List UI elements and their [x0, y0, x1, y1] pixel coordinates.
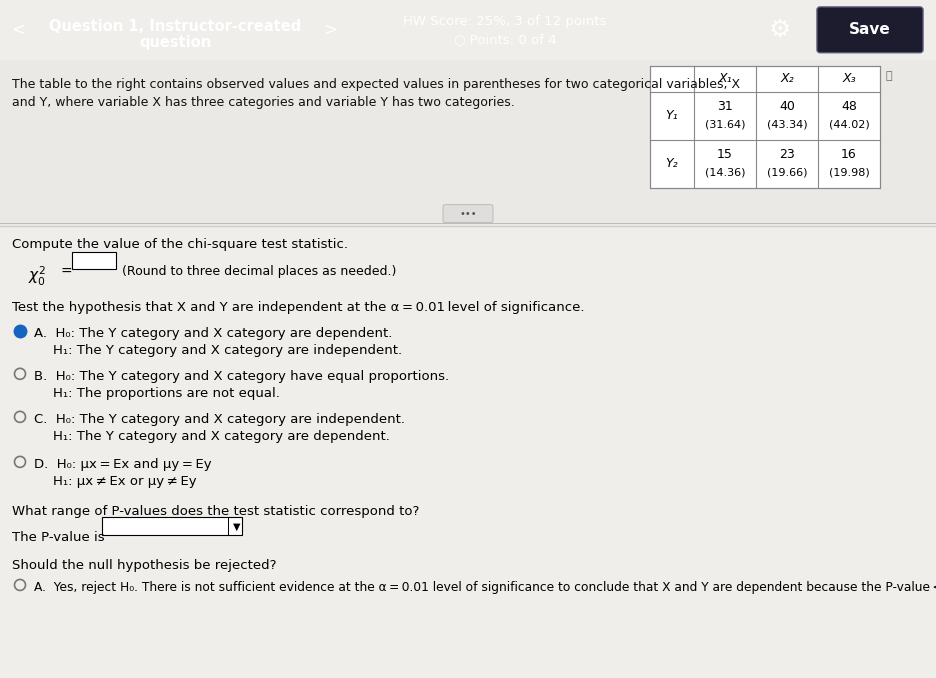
Text: Y₁: Y₁	[665, 109, 679, 122]
Text: D.  H₀: μx = Ex and μy = Ey: D. H₀: μx = Ex and μy = Ey	[34, 458, 212, 471]
Text: and Y, where variable X has three categories and variable Y has two categories.: and Y, where variable X has three catego…	[12, 96, 515, 108]
Text: ⚙: ⚙	[768, 18, 791, 42]
Text: 15: 15	[717, 148, 733, 161]
Text: H₁: The Y category and X category are dependent.: H₁: The Y category and X category are de…	[53, 430, 390, 443]
Text: X₁: X₁	[718, 72, 732, 85]
Text: ○ Points: 0 of 4: ○ Points: 0 of 4	[454, 33, 556, 46]
Text: H₁: The proportions are not equal.: H₁: The proportions are not equal.	[53, 387, 280, 400]
Bar	[72, 252, 116, 268]
Text: 23: 23	[779, 148, 795, 161]
Text: Compute the value of the chi-square test statistic.: Compute the value of the chi-square test…	[12, 238, 348, 251]
Text: Y₂: Y₂	[665, 157, 679, 170]
Bar	[650, 66, 880, 188]
Text: (43.34): (43.34)	[767, 120, 808, 129]
FancyBboxPatch shape	[443, 205, 493, 223]
Text: H₁: The Y category and X category are independent.: H₁: The Y category and X category are in…	[53, 344, 402, 357]
Text: B.  H₀: The Y category and X category have equal proportions.: B. H₀: The Y category and X category hav…	[34, 370, 449, 383]
Text: The table to the right contains observed values and expected values in parenthes: The table to the right contains observed…	[12, 78, 740, 91]
Text: (19.98): (19.98)	[828, 167, 870, 178]
Text: $\chi_0^2$: $\chi_0^2$	[28, 265, 46, 288]
Text: HW Score: 25%, 3 of 12 points: HW Score: 25%, 3 of 12 points	[403, 16, 607, 28]
Text: (19.66): (19.66)	[767, 167, 807, 178]
Text: X₂: X₂	[781, 72, 794, 85]
Text: A.  H₀: The Y category and X category are dependent.: A. H₀: The Y category and X category are…	[34, 327, 392, 340]
Text: (44.02): (44.02)	[828, 120, 870, 129]
Text: 48: 48	[841, 100, 857, 113]
Text: H₁: μx ≠ Ex or μy ≠ Ey: H₁: μx ≠ Ex or μy ≠ Ey	[53, 475, 197, 488]
Text: 16: 16	[841, 148, 856, 161]
Text: •••: •••	[460, 209, 476, 219]
Text: The P-value is: The P-value is	[12, 531, 105, 544]
Text: question: question	[139, 35, 212, 50]
Text: C.  H₀: The Y category and X category are independent.: C. H₀: The Y category and X category are…	[34, 413, 405, 426]
Text: >: >	[323, 21, 337, 39]
Text: What range of P-values does the test statistic correspond to?: What range of P-values does the test sta…	[12, 505, 419, 518]
Text: Should the null hypothesis be rejected?: Should the null hypothesis be rejected?	[12, 559, 276, 572]
Bar	[0, 228, 936, 678]
Text: ▼: ▼	[233, 522, 241, 532]
Text: (31.64): (31.64)	[705, 120, 745, 129]
Text: <: <	[11, 21, 25, 39]
Text: 31: 31	[717, 100, 733, 113]
Text: (Round to three decimal places as needed.): (Round to three decimal places as needed…	[122, 265, 396, 278]
Text: =: =	[60, 265, 72, 279]
Text: ⎘: ⎘	[886, 71, 893, 81]
FancyBboxPatch shape	[817, 7, 923, 53]
Bar	[102, 517, 242, 535]
Text: X₃: X₃	[842, 72, 856, 85]
Text: Test the hypothesis that X and Y are independent at the α = 0.01 level of signif: Test the hypothesis that X and Y are ind…	[12, 301, 584, 314]
Text: 40: 40	[779, 100, 795, 113]
Text: Save: Save	[849, 22, 891, 37]
Text: A.  Yes, reject H₀. There is not sufficient evidence at the α = 0.01 level of si: A. Yes, reject H₀. There is not sufficie…	[34, 581, 936, 594]
Text: Question 1, Instructor-created: Question 1, Instructor-created	[49, 20, 301, 35]
Bar	[0, 60, 936, 228]
Text: (14.36): (14.36)	[705, 167, 745, 178]
